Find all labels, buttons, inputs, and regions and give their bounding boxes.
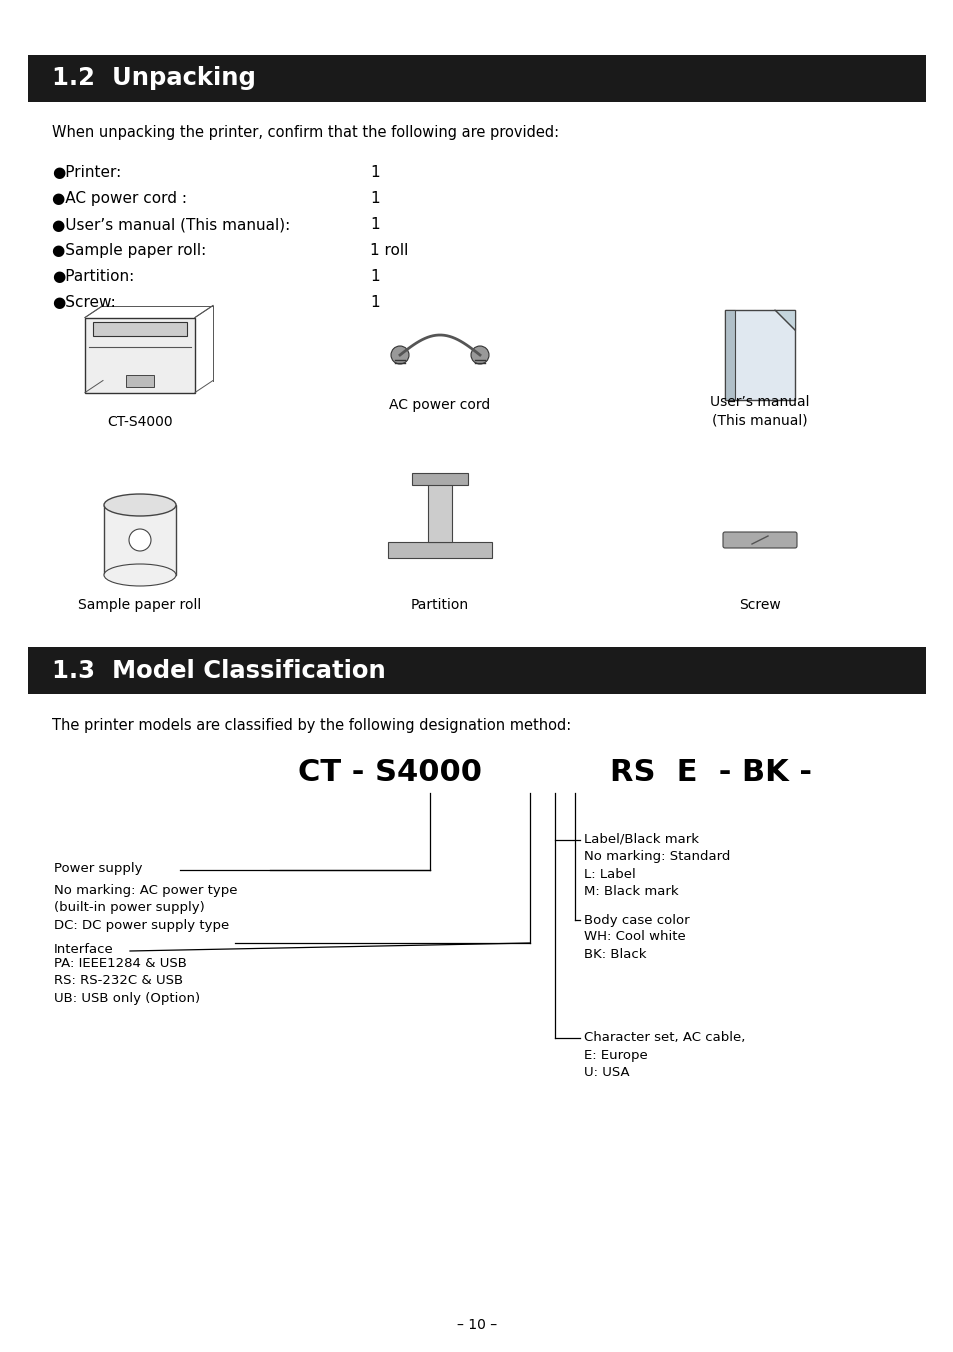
Text: Character set, AC cable,: Character set, AC cable, — [583, 1032, 744, 1044]
Text: ●Sample paper roll:: ●Sample paper roll: — [52, 243, 206, 258]
Text: RS  E  - BK -: RS E - BK - — [609, 758, 811, 787]
Text: No marking: AC power type
(built-in power supply)
DC: DC power supply type: No marking: AC power type (built-in powe… — [54, 884, 237, 932]
Text: 1 roll: 1 roll — [370, 243, 408, 258]
Text: ●AC power cord :: ●AC power cord : — [52, 191, 187, 206]
Bar — [724, 310, 734, 400]
Ellipse shape — [104, 564, 175, 585]
Ellipse shape — [471, 346, 489, 364]
FancyBboxPatch shape — [85, 318, 194, 392]
Text: 1: 1 — [370, 165, 379, 180]
Text: 1: 1 — [370, 191, 379, 206]
Bar — [388, 542, 492, 558]
Text: Power supply: Power supply — [54, 863, 142, 875]
Text: 1.3  Model Classification: 1.3 Model Classification — [52, 658, 385, 683]
Text: ●Partition:: ●Partition: — [52, 269, 134, 284]
Text: PA: IEEE1284 & USB
RS: RS-232C & USB
UB: USB only (Option): PA: IEEE1284 & USB RS: RS-232C & USB UB:… — [54, 957, 200, 1005]
Bar — [28, 648, 925, 694]
Text: Partition: Partition — [411, 598, 469, 612]
FancyBboxPatch shape — [724, 310, 794, 400]
Text: When unpacking the printer, confirm that the following are provided:: When unpacking the printer, confirm that… — [52, 124, 558, 141]
Ellipse shape — [104, 493, 175, 516]
Text: CT-S4000: CT-S4000 — [107, 415, 172, 429]
Text: 1.2  Unpacking: 1.2 Unpacking — [52, 66, 255, 91]
Text: Screw: Screw — [739, 598, 781, 612]
Text: CT - S4000: CT - S4000 — [297, 758, 481, 787]
Ellipse shape — [129, 529, 151, 552]
Text: Sample paper roll: Sample paper roll — [78, 598, 201, 612]
FancyBboxPatch shape — [722, 531, 796, 548]
Text: The printer models are classified by the following designation method:: The printer models are classified by the… — [52, 718, 571, 733]
Text: 1: 1 — [370, 295, 379, 310]
Polygon shape — [774, 310, 794, 330]
Text: 1: 1 — [370, 269, 379, 284]
Text: Body case color: Body case color — [583, 914, 689, 927]
Text: – 10 –: – 10 – — [456, 1318, 497, 1332]
Bar — [428, 483, 452, 542]
Bar — [92, 322, 187, 335]
Bar — [412, 473, 468, 485]
Text: WH: Cool white
BK: Black: WH: Cool white BK: Black — [583, 930, 685, 960]
Text: Interface: Interface — [54, 942, 113, 956]
Text: E: Europe
U: USA: E: Europe U: USA — [583, 1049, 647, 1079]
Ellipse shape — [391, 346, 409, 364]
Text: Label/Black mark: Label/Black mark — [583, 831, 699, 845]
Text: ●Screw:: ●Screw: — [52, 295, 115, 310]
Bar — [126, 375, 153, 387]
Bar — [28, 55, 925, 101]
Text: 1: 1 — [370, 218, 379, 233]
Text: ●User’s manual (This manual):: ●User’s manual (This manual): — [52, 218, 290, 233]
Bar — [104, 506, 175, 575]
Text: User’s manual
(This manual): User’s manual (This manual) — [709, 395, 809, 427]
Text: ●Printer:: ●Printer: — [52, 165, 121, 180]
Text: No marking: Standard
L: Label
M: Black mark: No marking: Standard L: Label M: Black m… — [583, 850, 730, 898]
Text: AC power cord: AC power cord — [389, 397, 490, 412]
